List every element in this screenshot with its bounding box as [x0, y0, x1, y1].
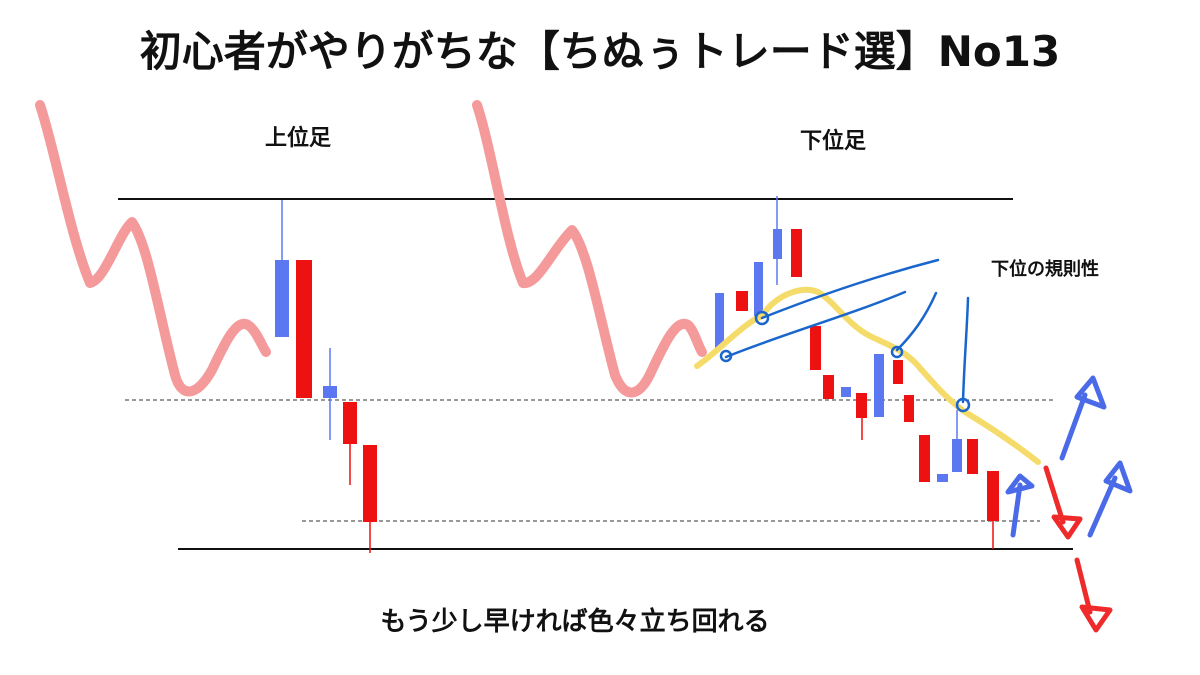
- candle-bull: [323, 386, 337, 398]
- up-arrow-head-icon: [1103, 460, 1133, 494]
- candle-bull: [715, 293, 724, 348]
- candle-bull: [952, 439, 962, 472]
- down-arrow-icon: [1074, 557, 1093, 615]
- caption-text: もう少し早ければ色々立ち回れる: [380, 606, 769, 637]
- candle-bear: [343, 402, 357, 444]
- up-arrow-head-icon: [1074, 375, 1107, 410]
- panel-label-higher: 上位足: [265, 125, 331, 151]
- blue-pen-marks: [719, 258, 971, 413]
- lower-candles: [715, 196, 999, 549]
- pen-line: [724, 290, 907, 359]
- down-arrow-head-icon: [1051, 514, 1083, 540]
- candle-bull: [841, 387, 851, 397]
- up-arrow-icon: [1087, 475, 1118, 538]
- pen-line: [961, 296, 970, 404]
- candle-bear: [810, 326, 821, 370]
- up-arrows: [1005, 375, 1133, 538]
- candle-bear: [736, 291, 748, 311]
- candle-bull: [754, 262, 763, 317]
- candle-bear: [904, 395, 914, 422]
- higher-pink-path: [35, 100, 271, 397]
- up-arrow-icon: [1010, 482, 1023, 538]
- down-arrows: [1043, 465, 1113, 633]
- page-title: 初心者がやりがちな【ちぬぅトレード選】No13: [140, 27, 1060, 76]
- candle-bear: [893, 360, 903, 384]
- panel-label-lower: 下位足: [800, 128, 866, 154]
- candle-bear: [363, 445, 377, 522]
- pen-circle: [719, 349, 733, 363]
- higher-candles: [275, 200, 377, 553]
- down-arrow-icon: [1043, 465, 1066, 525]
- candle-bear: [823, 375, 834, 399]
- pen-circle: [890, 345, 904, 359]
- pen-line: [895, 291, 938, 352]
- candle-bull: [773, 229, 782, 259]
- candle-bear: [967, 439, 978, 474]
- candle-bear: [296, 260, 312, 398]
- candle-bull: [874, 354, 884, 417]
- candle-bear: [856, 393, 867, 418]
- pen-circle: [754, 310, 770, 326]
- lower-pink-path: [472, 100, 707, 398]
- pen-line: [760, 258, 940, 320]
- candle-bull: [275, 260, 289, 337]
- trend-curve: [694, 286, 1041, 465]
- up-arrow-head-icon: [1005, 473, 1035, 495]
- candle-bear: [987, 471, 999, 521]
- candle-bull: [937, 474, 948, 482]
- pen-circle: [955, 397, 971, 413]
- up-arrow-icon: [1059, 392, 1088, 461]
- candle-bear: [791, 229, 802, 277]
- regularity-annotation: 下位の規則性: [991, 258, 1099, 280]
- down-arrow-head-icon: [1079, 604, 1113, 633]
- candle-bear: [919, 435, 930, 482]
